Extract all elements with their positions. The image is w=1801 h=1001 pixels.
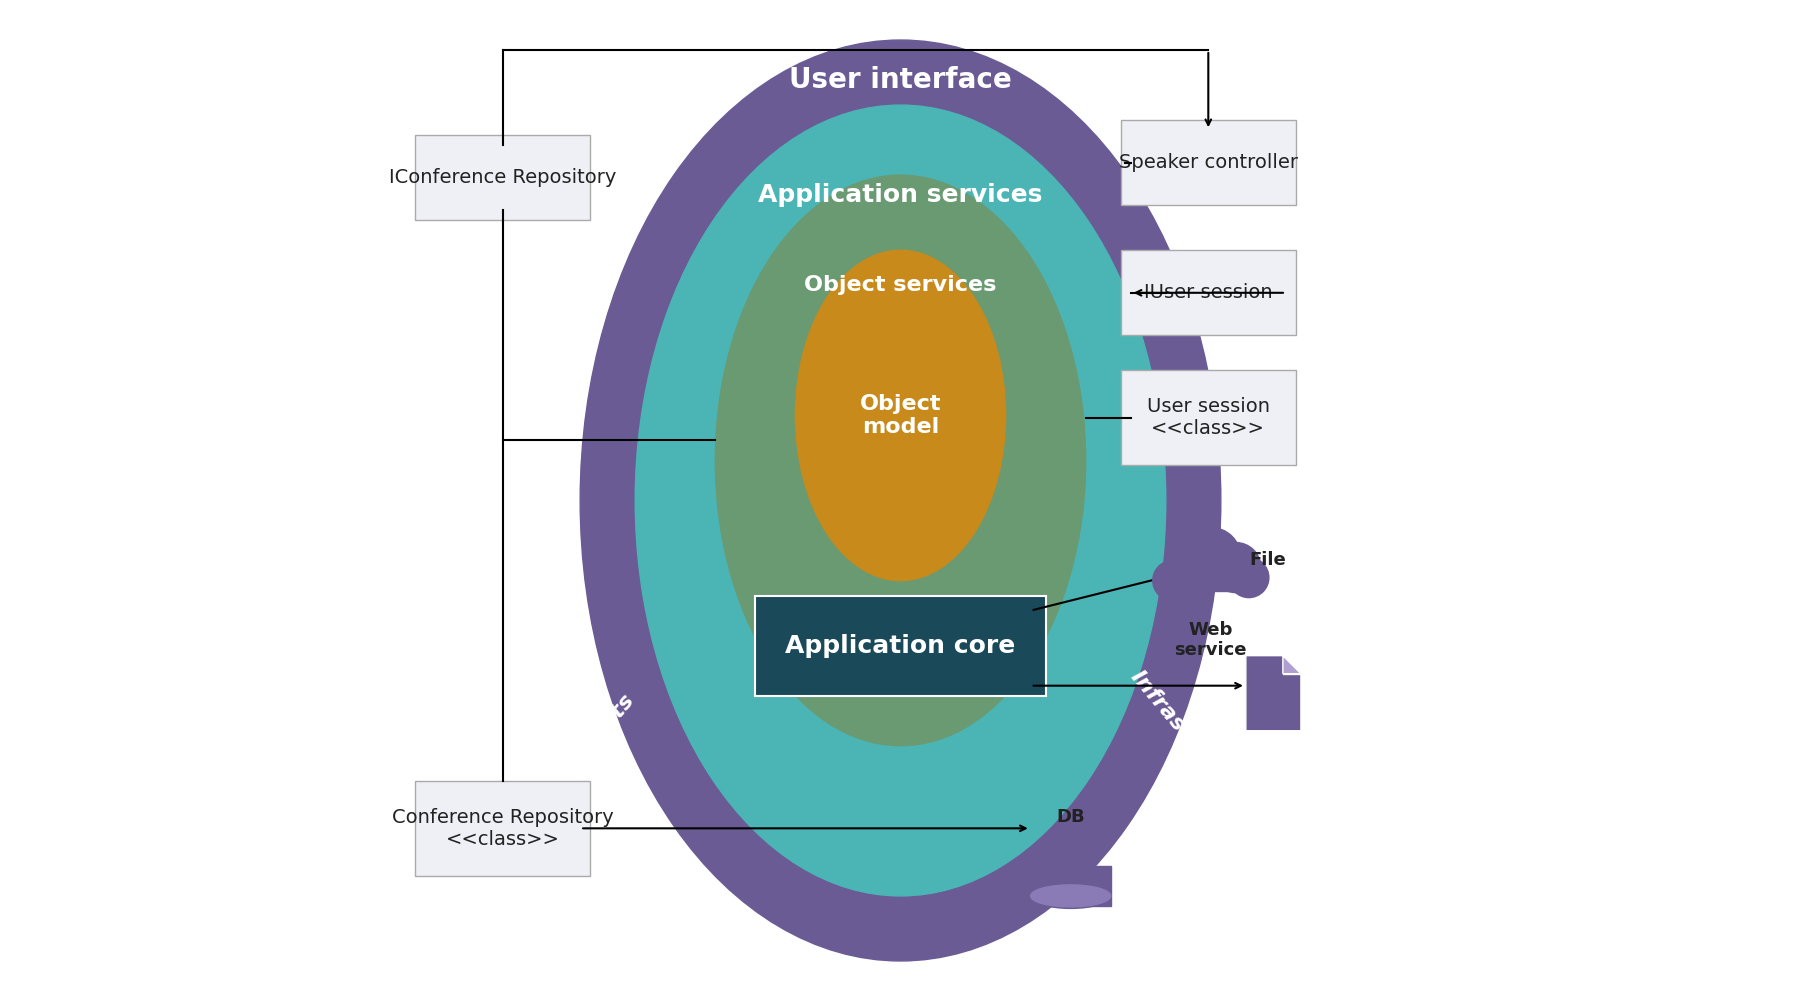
Circle shape <box>1153 561 1192 601</box>
FancyBboxPatch shape <box>1120 120 1297 205</box>
Text: User interface: User interface <box>789 66 1012 94</box>
FancyBboxPatch shape <box>1120 250 1297 335</box>
Circle shape <box>1210 543 1261 593</box>
Ellipse shape <box>1030 883 1111 909</box>
Text: Object services: Object services <box>805 275 996 295</box>
FancyBboxPatch shape <box>755 596 1046 696</box>
Text: Tests: Tests <box>582 690 639 752</box>
Ellipse shape <box>580 40 1221 961</box>
Circle shape <box>1181 528 1241 588</box>
FancyBboxPatch shape <box>414 781 591 876</box>
Bar <box>1030 866 1111 906</box>
Text: Speaker controller: Speaker controller <box>1118 153 1299 172</box>
Text: File: File <box>1248 551 1286 569</box>
Circle shape <box>1163 546 1214 596</box>
Polygon shape <box>1282 656 1300 674</box>
FancyBboxPatch shape <box>1120 370 1297 465</box>
Text: Infrastructure: Infrastructure <box>1126 667 1255 815</box>
Ellipse shape <box>796 250 1005 581</box>
Text: User session
<<class>>: User session <<class>> <box>1147 397 1270 438</box>
Text: Web
service: Web service <box>1174 621 1246 660</box>
Text: Object
model: Object model <box>859 393 942 437</box>
Text: Application core: Application core <box>785 634 1016 658</box>
Text: IUser session: IUser session <box>1144 283 1273 302</box>
Ellipse shape <box>636 105 1165 896</box>
Polygon shape <box>1282 656 1300 674</box>
Ellipse shape <box>1030 885 1111 907</box>
FancyBboxPatch shape <box>414 135 591 220</box>
Text: IConference Repository: IConference Repository <box>389 168 616 187</box>
Text: DB: DB <box>1057 808 1084 826</box>
Circle shape <box>1228 558 1270 598</box>
Text: Application services: Application services <box>758 183 1043 207</box>
Text: Conference Repository
<<class>>: Conference Repository <<class>> <box>393 808 614 849</box>
Polygon shape <box>1246 656 1300 731</box>
Bar <box>1165 566 1255 591</box>
Ellipse shape <box>715 175 1086 746</box>
